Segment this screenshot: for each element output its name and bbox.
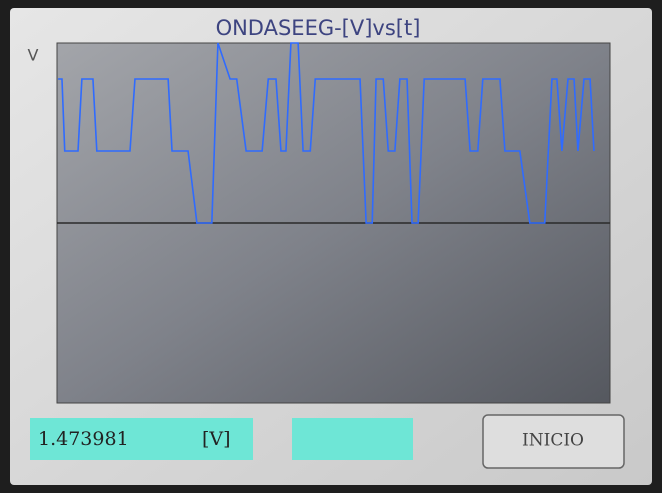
page: {"chart_data": {"type": "line", "title":… xyxy=(0,0,662,493)
start-button-label[interactable]: INICIO xyxy=(522,431,584,451)
screen: ONDASEEG-[V]vs[t] V 1.473981 [V] INICIO xyxy=(0,0,662,493)
chart-title: ONDASEEG-[V]vs[t] xyxy=(216,16,421,40)
readout-unit: [V] xyxy=(202,428,231,450)
y-axis-label: V xyxy=(28,46,39,65)
readout-value: 1.473981 xyxy=(38,428,129,450)
status-box xyxy=(292,418,413,460)
